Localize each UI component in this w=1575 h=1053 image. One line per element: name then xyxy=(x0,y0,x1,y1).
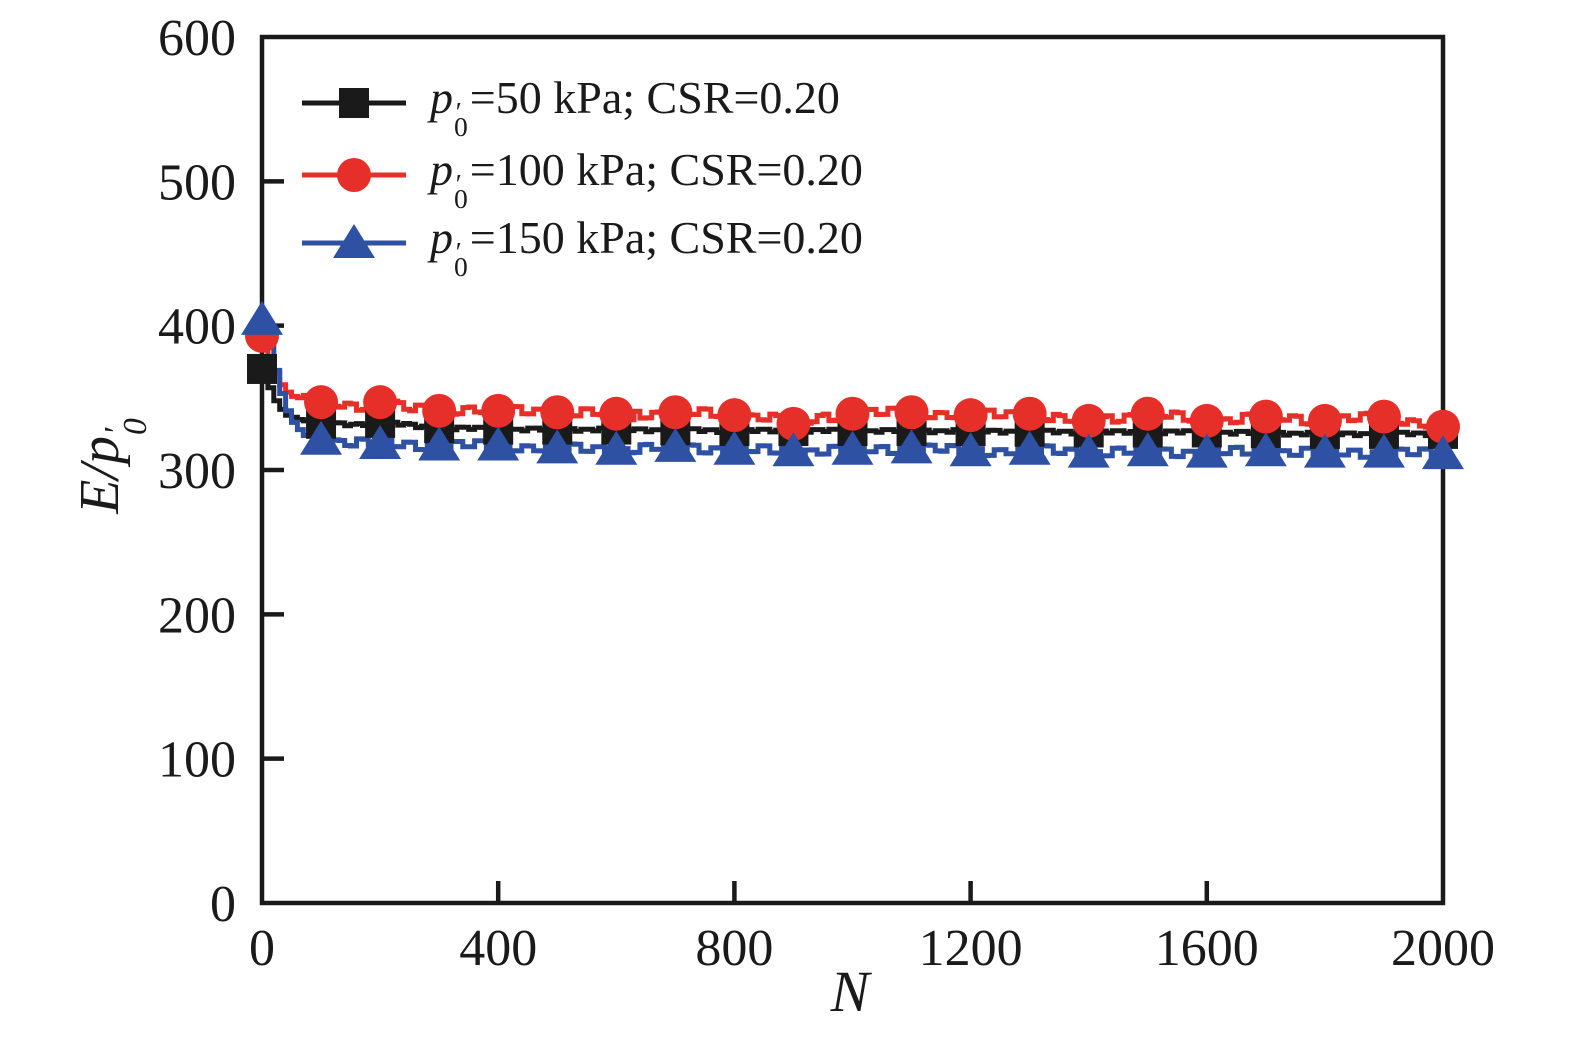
legend-swatch-circle xyxy=(302,158,406,192)
legend-swatch-square xyxy=(302,88,406,118)
x-tick-label: 400 xyxy=(459,920,537,977)
legend-label-p150: p ′ 0 =150 kPa; CSR=0.20 xyxy=(430,212,863,283)
legend-item-p100: p ′ 0 =100 kPa; CSR=0.20 xyxy=(300,140,863,215)
x-tick-label: 0 xyxy=(249,920,275,977)
x-axis-label: N xyxy=(830,959,870,1024)
x-tick-label: 2000 xyxy=(1391,920,1495,977)
y-tick-label: 300 xyxy=(158,443,236,500)
y-tick-label: 100 xyxy=(158,732,236,789)
y-tick-label: 600 xyxy=(158,10,236,67)
y-tick-label: 400 xyxy=(158,299,236,356)
y-axis-label: E/p ′ 0 xyxy=(69,418,154,514)
x-tick-label: 1200 xyxy=(919,920,1023,977)
y-tick-label: 500 xyxy=(158,154,236,211)
legend-swatch-triangle xyxy=(302,224,406,258)
legend-label-p100: p ′ 0 =100 kPa; CSR=0.20 xyxy=(430,144,863,215)
x-tick-label: 800 xyxy=(695,920,773,977)
y-tick-label: 0 xyxy=(210,876,236,933)
legend-item-p50: p ′ 0 =50 kPa; CSR=0.20 xyxy=(300,68,840,143)
legend-item-p150: p ′ 0 =150 kPa; CSR=0.20 xyxy=(300,208,863,283)
y-tick-label: 200 xyxy=(158,587,236,644)
series-p100-markers xyxy=(245,318,1460,444)
series-p150-markers xyxy=(241,300,1464,470)
x-tick-label: 1600 xyxy=(1155,920,1259,977)
legend-label-p50: p ′ 0 =50 kPa; CSR=0.20 xyxy=(430,72,840,143)
